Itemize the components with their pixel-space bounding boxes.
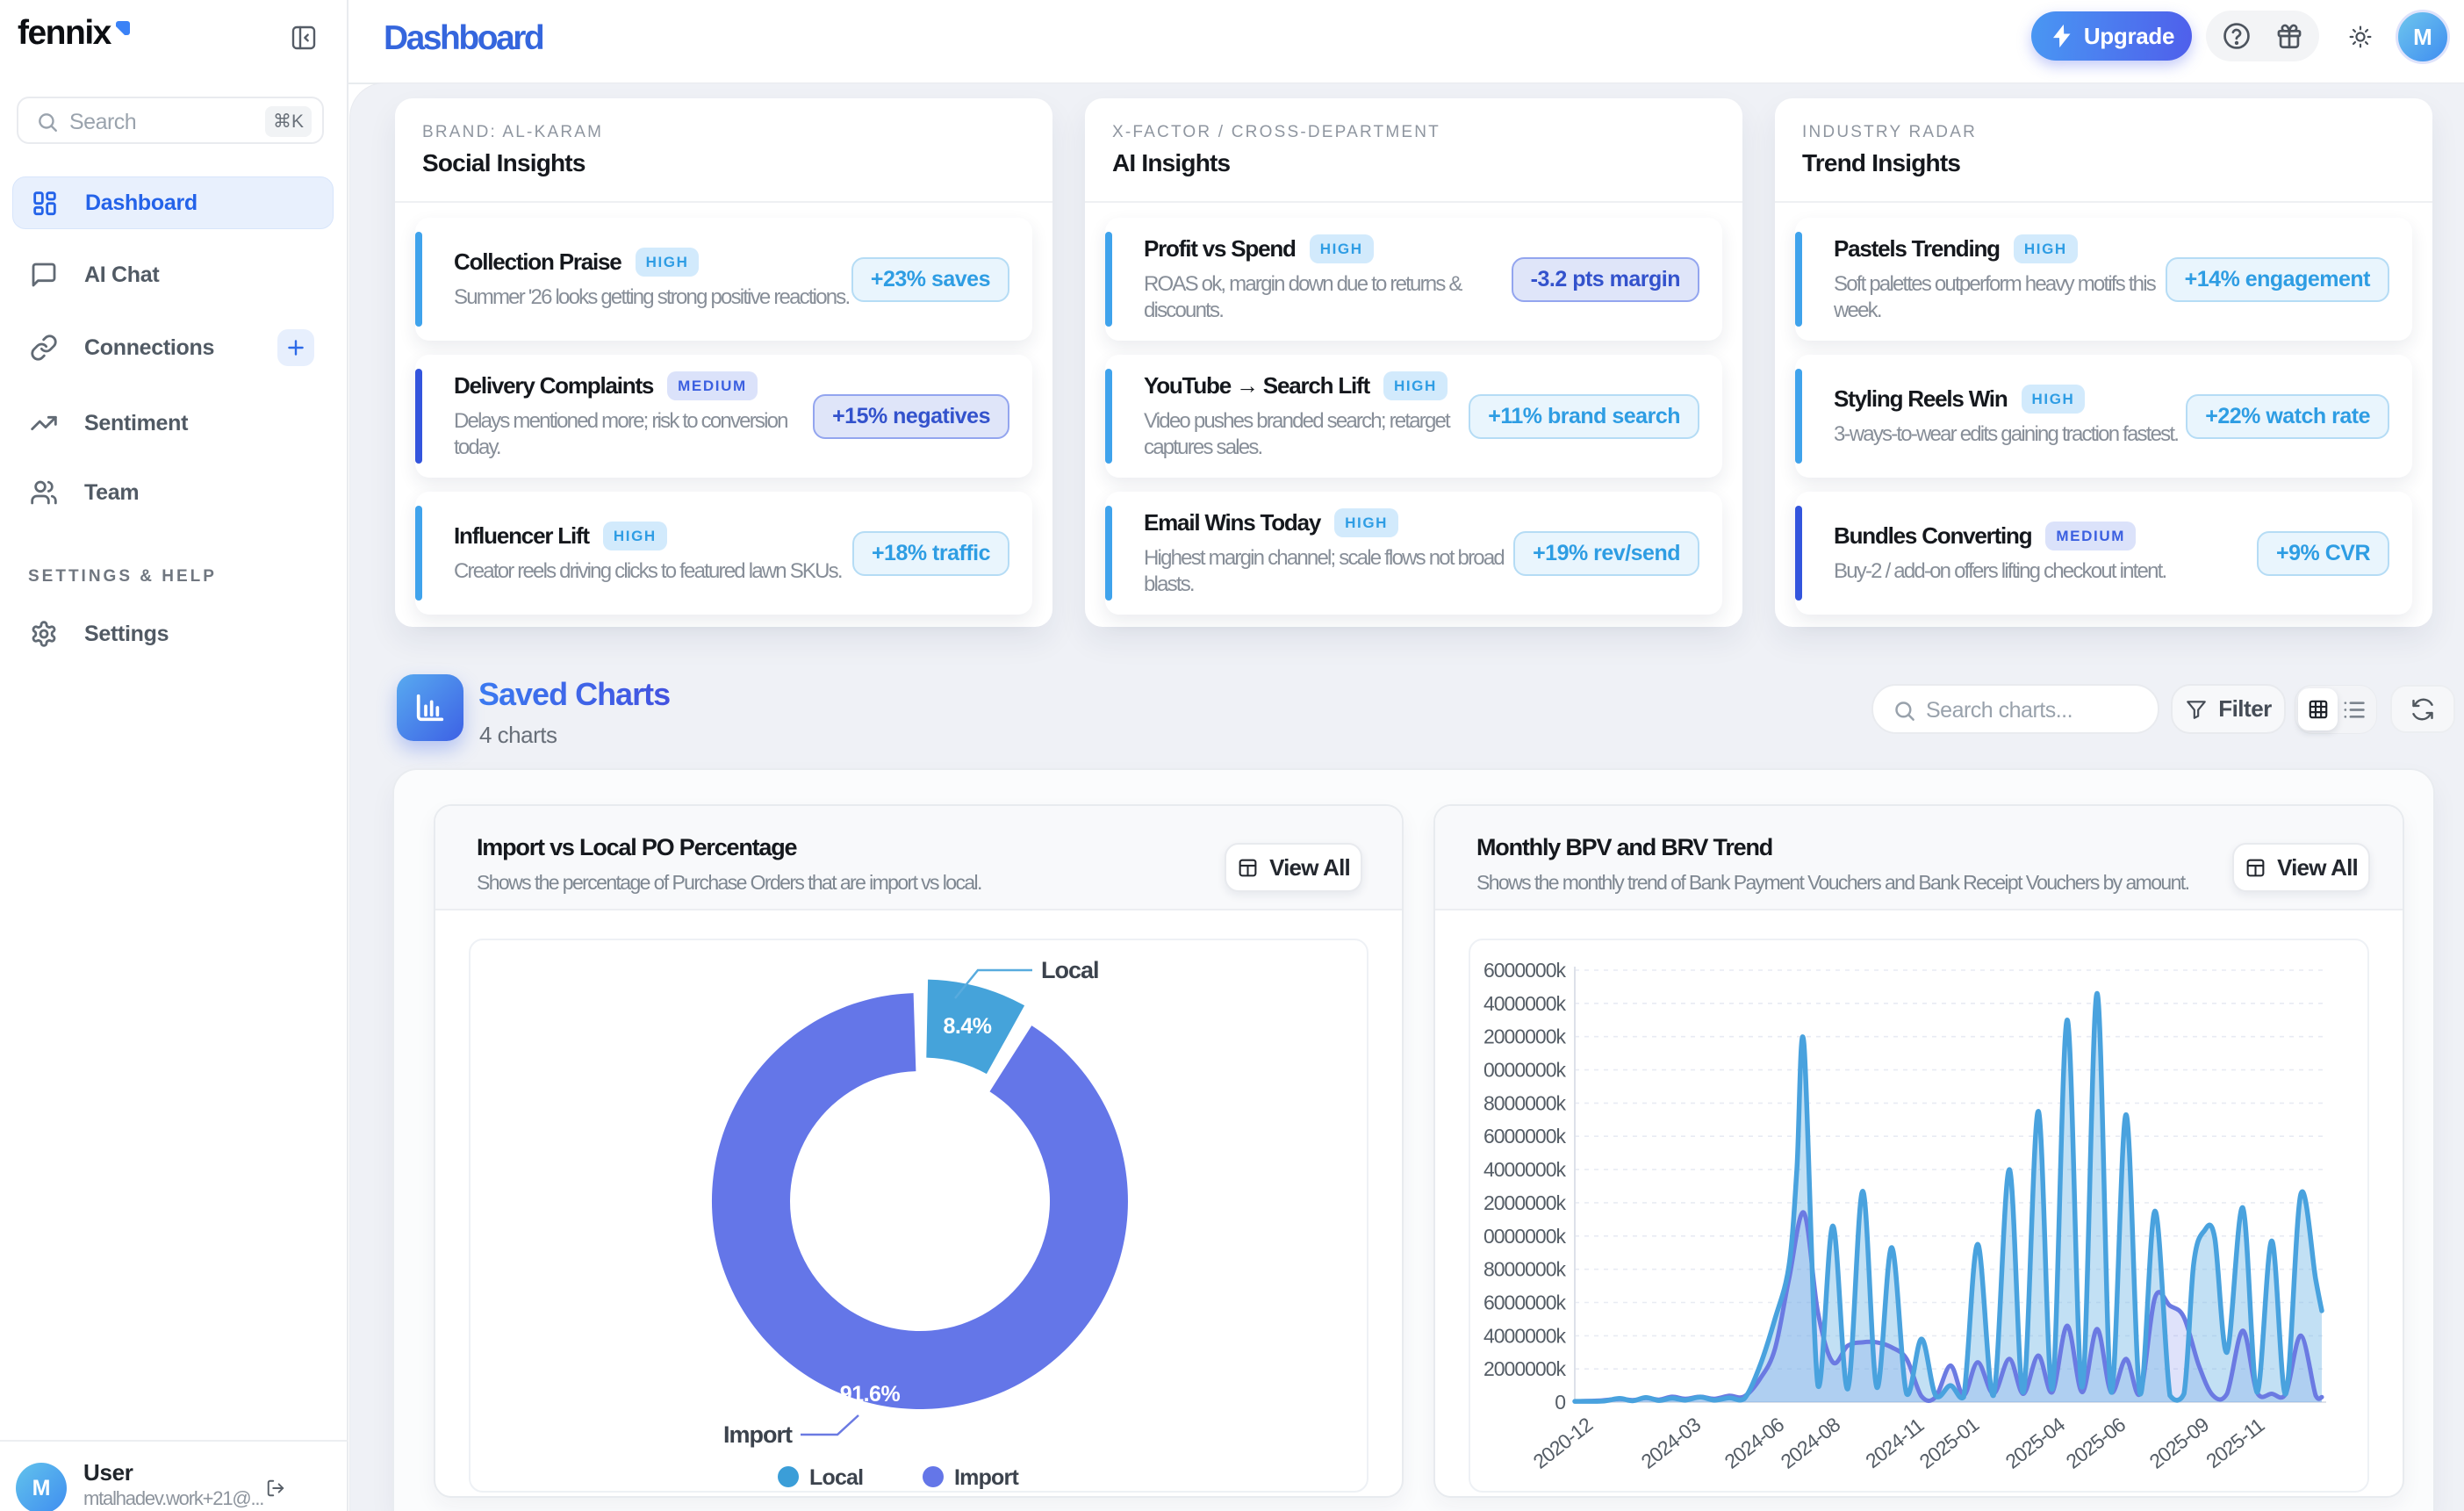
svg-text:2024-08: 2024-08 xyxy=(1777,1413,1844,1472)
svg-text:8000000k: 8000000k xyxy=(1483,1091,1567,1114)
svg-text:2000000k: 2000000k xyxy=(1483,1357,1567,1380)
svg-text:2024-03: 2024-03 xyxy=(1637,1413,1705,1472)
svg-text:4000000k: 4000000k xyxy=(1483,1158,1567,1181)
svg-text:2025-09: 2025-09 xyxy=(2145,1413,2213,1472)
svg-text:91.6%: 91.6% xyxy=(840,1382,901,1407)
svg-text:2024-06: 2024-06 xyxy=(1720,1413,1788,1472)
svg-text:6000000k: 6000000k xyxy=(1483,1125,1567,1148)
svg-text:2024-11: 2024-11 xyxy=(1861,1414,1928,1472)
svg-text:Local: Local xyxy=(1041,957,1099,983)
svg-text:6000000k: 6000000k xyxy=(1483,959,1567,982)
svg-text:2020-12: 2020-12 xyxy=(1529,1413,1597,1472)
svg-text:8000000k: 8000000k xyxy=(1483,1258,1567,1281)
svg-text:Local: Local xyxy=(809,1465,863,1490)
svg-text:2025-11: 2025-11 xyxy=(2202,1414,2268,1472)
svg-text:Import: Import xyxy=(954,1465,1019,1490)
svg-text:2025-04: 2025-04 xyxy=(2001,1413,2070,1473)
svg-text:0: 0 xyxy=(1555,1391,1565,1414)
svg-text:6000000k: 6000000k xyxy=(1483,1292,1567,1314)
svg-text:0000000k: 0000000k xyxy=(1483,1225,1567,1248)
svg-text:0000000k: 0000000k xyxy=(1483,1059,1567,1082)
svg-text:2000000k: 2000000k xyxy=(1483,1191,1567,1214)
svg-text:Import: Import xyxy=(723,1421,793,1448)
svg-text:2025-01: 2025-01 xyxy=(1915,1413,1983,1472)
svg-text:4000000k: 4000000k xyxy=(1483,1324,1567,1347)
svg-text:8.4%: 8.4% xyxy=(944,1014,992,1039)
svg-text:2000000k: 2000000k xyxy=(1483,1025,1567,1048)
svg-text:4000000k: 4000000k xyxy=(1483,992,1567,1015)
svg-text:2025-06: 2025-06 xyxy=(2062,1413,2130,1472)
